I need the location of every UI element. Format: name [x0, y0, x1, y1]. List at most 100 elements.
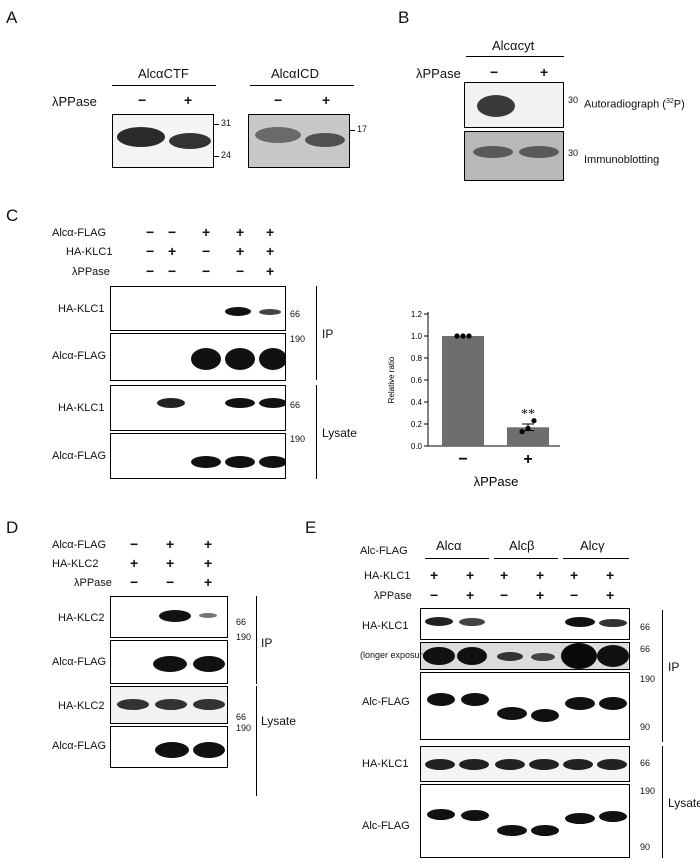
- blot-d-ip-flag: [110, 640, 228, 684]
- data-point: [525, 425, 531, 431]
- blot-c-lysate-klc1: [110, 385, 286, 431]
- bar-chart: 0.0 0.2 0.4 0.6 0.8 1.0 1.2 Relative ratio − + ** λ…: [387, 310, 560, 489]
- sign: +: [236, 224, 245, 240]
- blot-label: HA-KLC1: [58, 303, 105, 315]
- group-ip: IP: [322, 327, 334, 341]
- mw-marker: 66: [640, 622, 651, 632]
- mw-marker: 17: [357, 124, 368, 134]
- group-label-alcaicd: AlcαICD: [271, 66, 319, 81]
- label-immunoblotting: Immunoblotting: [584, 154, 660, 166]
- blot-label: Alcα-FLAG: [52, 450, 107, 462]
- mw-marker: 66: [236, 712, 247, 722]
- sign: +: [204, 536, 213, 552]
- sign: +: [536, 587, 545, 603]
- blot-label: HA-KLC1: [58, 402, 105, 414]
- row-label: Alc-FLAG: [360, 545, 408, 557]
- group-alca: Alcα: [436, 538, 462, 553]
- blot-e-ip-klc1: [420, 608, 630, 640]
- mw-marker: 66: [290, 400, 301, 410]
- group-line: [466, 56, 564, 57]
- blot-e-ip-flag: [420, 672, 630, 740]
- sign: +: [606, 567, 615, 583]
- row-label: HA-KLC1: [364, 570, 411, 582]
- data-point: [466, 333, 472, 339]
- mw-marker: 190: [236, 723, 252, 733]
- y-axis-label: Relative ratio: [387, 356, 396, 403]
- sign: +: [168, 243, 177, 259]
- x-axis-label: λPPase: [474, 474, 519, 489]
- blot-alcactf: [112, 114, 214, 168]
- sign: −: [490, 64, 499, 80]
- sign: +: [430, 567, 439, 583]
- sign: −: [202, 263, 211, 279]
- blot-alcaicd: [248, 114, 350, 168]
- blot-c-lysate-flag: [110, 433, 286, 479]
- blot-c-ip-flag: [110, 333, 286, 381]
- mw-marker: 66: [640, 644, 651, 654]
- blot-label: HA-KLC1: [362, 620, 409, 632]
- bar: [442, 336, 484, 446]
- panel-letter-a: A: [6, 8, 18, 27]
- row-label: Alcα-FLAG: [52, 539, 107, 551]
- sign: −: [500, 587, 509, 603]
- y-tick-label: 1.2: [411, 310, 423, 319]
- sign: +: [166, 536, 175, 552]
- mw-marker: 190: [290, 434, 306, 444]
- blot-d-lysate-klc2: [110, 686, 228, 724]
- y-tick-label: 0.8: [411, 354, 423, 363]
- mw-marker: 190: [236, 632, 252, 642]
- sign: −: [146, 243, 155, 259]
- group-ip: IP: [668, 660, 680, 674]
- blot-label: Alcα-FLAG: [52, 350, 107, 362]
- group-ip: IP: [261, 636, 273, 650]
- mw-marker: 190: [640, 674, 656, 684]
- y-tick-label: 0.2: [411, 420, 423, 429]
- sign: −: [236, 263, 245, 279]
- panel-letter-e: E: [305, 518, 317, 537]
- sign: −: [130, 574, 139, 590]
- mw-marker: 31: [221, 118, 232, 128]
- blot-c-ip-klc1: [110, 286, 286, 331]
- group-line: [250, 85, 354, 86]
- x-tick-label: +: [523, 451, 532, 468]
- sign: +: [500, 567, 509, 583]
- blot-autoradiograph: [464, 82, 564, 128]
- group-line: [112, 85, 216, 86]
- row-label: HA-KLC1: [66, 246, 113, 258]
- sign: +: [236, 243, 245, 259]
- group-label-alcactf: AlcαCTF: [138, 66, 189, 81]
- data-point: [454, 333, 460, 339]
- treatment-label: λPPase: [416, 66, 461, 81]
- group-lysate: Lysate: [322, 426, 357, 440]
- group-alcg: Alcγ: [580, 538, 605, 553]
- blot-label: Alcα-FLAG: [52, 656, 107, 668]
- sign: +: [204, 555, 213, 571]
- y-tick-label: 0.4: [411, 398, 423, 407]
- sign: +: [204, 574, 213, 590]
- mw-marker: 30: [568, 95, 579, 105]
- blot-immunoblotting: [464, 131, 564, 181]
- sign: +: [322, 92, 331, 108]
- x-tick-label: −: [458, 451, 467, 468]
- sign: +: [466, 567, 475, 583]
- blot-label: HA-KLC1: [362, 758, 409, 770]
- sign: −: [570, 587, 579, 603]
- row-label: λPPase: [72, 266, 110, 278]
- blot-label: (longer exposure): [360, 650, 431, 660]
- blot-d-ip-klc2: [110, 596, 228, 638]
- sign: +: [166, 555, 175, 571]
- mw-marker: 30: [568, 148, 579, 158]
- sign: +: [606, 587, 615, 603]
- blot-label: Alc-FLAG: [362, 696, 410, 708]
- sign: +: [266, 224, 275, 240]
- sign: +: [266, 243, 275, 259]
- mw-marker: 66: [640, 758, 651, 768]
- row-label: Alcα-FLAG: [52, 227, 107, 239]
- y-tick-label: 1.0: [411, 332, 423, 341]
- panel-letter-d: D: [6, 518, 19, 537]
- label-autoradiograph: Autoradiograph (32P): [584, 98, 685, 111]
- sign: −: [146, 263, 155, 279]
- sign: −: [166, 574, 175, 590]
- sign: −: [202, 243, 211, 259]
- mw-marker: 24: [221, 150, 232, 160]
